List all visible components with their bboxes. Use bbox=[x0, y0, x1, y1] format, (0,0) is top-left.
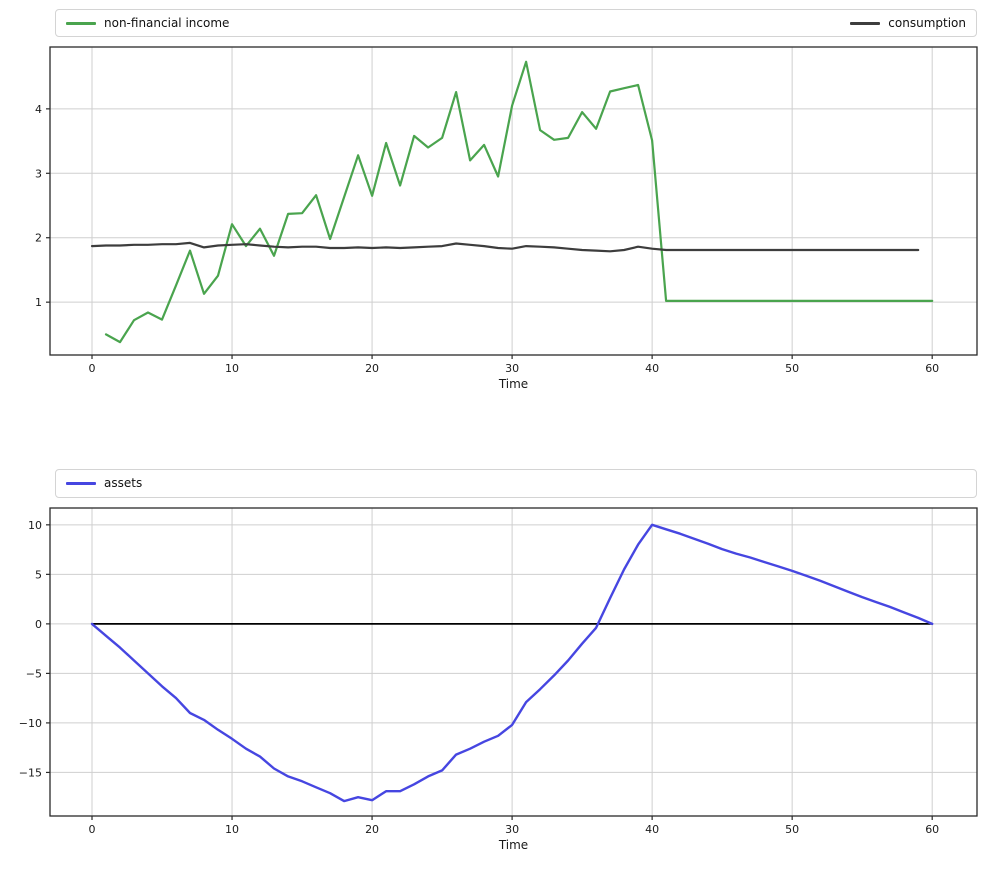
legend-swatch-consumption bbox=[850, 21, 881, 25]
x-tick-label: 60 bbox=[925, 362, 939, 375]
axes-frame bbox=[49, 46, 978, 356]
x-axis-label: Time bbox=[498, 838, 528, 852]
x-tick-label: 40 bbox=[645, 823, 659, 836]
x-tick-label: 10 bbox=[225, 362, 239, 375]
x-tick-label: 0 bbox=[89, 362, 96, 375]
x-tick-label: 60 bbox=[925, 823, 939, 836]
legend-item-assets: assets bbox=[66, 477, 142, 490]
y-tick-label: 2 bbox=[35, 232, 42, 245]
legend-item-consumption: consumption bbox=[850, 17, 966, 30]
y-tick-label: 1 bbox=[35, 296, 42, 309]
legend-label-consumption: consumption bbox=[888, 15, 966, 30]
x-tick-label: 30 bbox=[505, 823, 519, 836]
x-tick-label: 50 bbox=[785, 823, 799, 836]
x-tick-label: 0 bbox=[89, 823, 96, 836]
top-legend: non-financial income consumption bbox=[55, 9, 977, 37]
y-tick-label: −15 bbox=[19, 766, 42, 779]
series-line-assets bbox=[90, 523, 934, 803]
series-line-consumption bbox=[90, 241, 920, 253]
y-tick-label: −5 bbox=[26, 667, 42, 680]
x-tick-label: 30 bbox=[505, 362, 519, 375]
legend-item-non-financial-income: non-financial income bbox=[66, 17, 229, 30]
legend-swatch-assets bbox=[66, 482, 96, 485]
x-tick-label: 50 bbox=[785, 362, 799, 375]
x-tick-label: 20 bbox=[365, 362, 379, 375]
x-tick-label: 40 bbox=[645, 362, 659, 375]
x-tick-label: 20 bbox=[365, 823, 379, 836]
y-tick-label: 0 bbox=[35, 618, 42, 631]
y-tick-label: 4 bbox=[35, 103, 42, 116]
legend-label-assets: assets bbox=[104, 476, 143, 490]
legend-swatch-non-financial-income bbox=[66, 21, 96, 25]
legend-label-non-financial-income: non-financial income bbox=[104, 15, 230, 30]
x-tick-label: 10 bbox=[225, 823, 239, 836]
y-tick-label: 3 bbox=[35, 167, 42, 180]
series-line-non-financial-income bbox=[104, 60, 934, 344]
y-tick-label: 5 bbox=[35, 568, 42, 581]
x-axis-label: Time bbox=[498, 377, 528, 391]
y-tick-label: 10 bbox=[28, 519, 42, 532]
assets-legend: assets bbox=[55, 469, 977, 498]
axes-frame bbox=[49, 507, 978, 817]
y-tick-label: −10 bbox=[19, 717, 42, 730]
